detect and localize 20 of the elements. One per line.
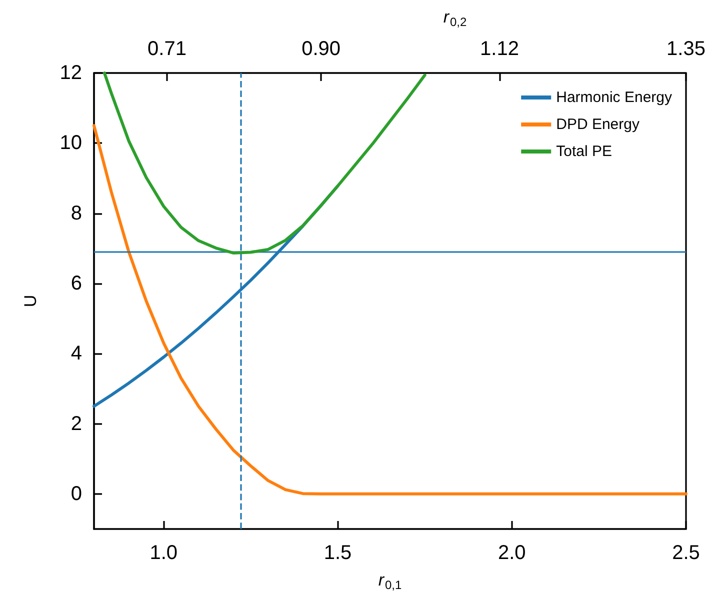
y-tick-label: 6 <box>70 272 82 294</box>
y-tick-label: 8 <box>70 202 82 224</box>
y-axis-title: U <box>21 294 40 308</box>
x2-tick-label: 0.90 <box>302 38 341 60</box>
y-tick-label: 4 <box>70 342 82 365</box>
x-tick-label: 1.5 <box>324 542 352 564</box>
y-tick-label: 2 <box>70 412 82 435</box>
legend-label: DPD Energy <box>556 116 640 133</box>
y-tick-label: 10 <box>60 132 82 154</box>
y-tick-label: 12 <box>60 62 82 84</box>
y-tick-label: 0 <box>70 482 82 505</box>
legend-label: Harmonic Energy <box>556 89 672 106</box>
legend-label: Total PE <box>556 143 612 160</box>
line-series <box>102 72 426 254</box>
x-tick-label: 1.0 <box>150 542 178 564</box>
x2-tick-label: 1.12 <box>480 38 519 60</box>
x-tick-label: 2.0 <box>498 542 526 564</box>
x2-tick-label: 1.35 <box>666 38 706 60</box>
x2-tick-label: 0.71 <box>148 38 186 60</box>
x-tick-label: 2.5 <box>672 542 700 564</box>
